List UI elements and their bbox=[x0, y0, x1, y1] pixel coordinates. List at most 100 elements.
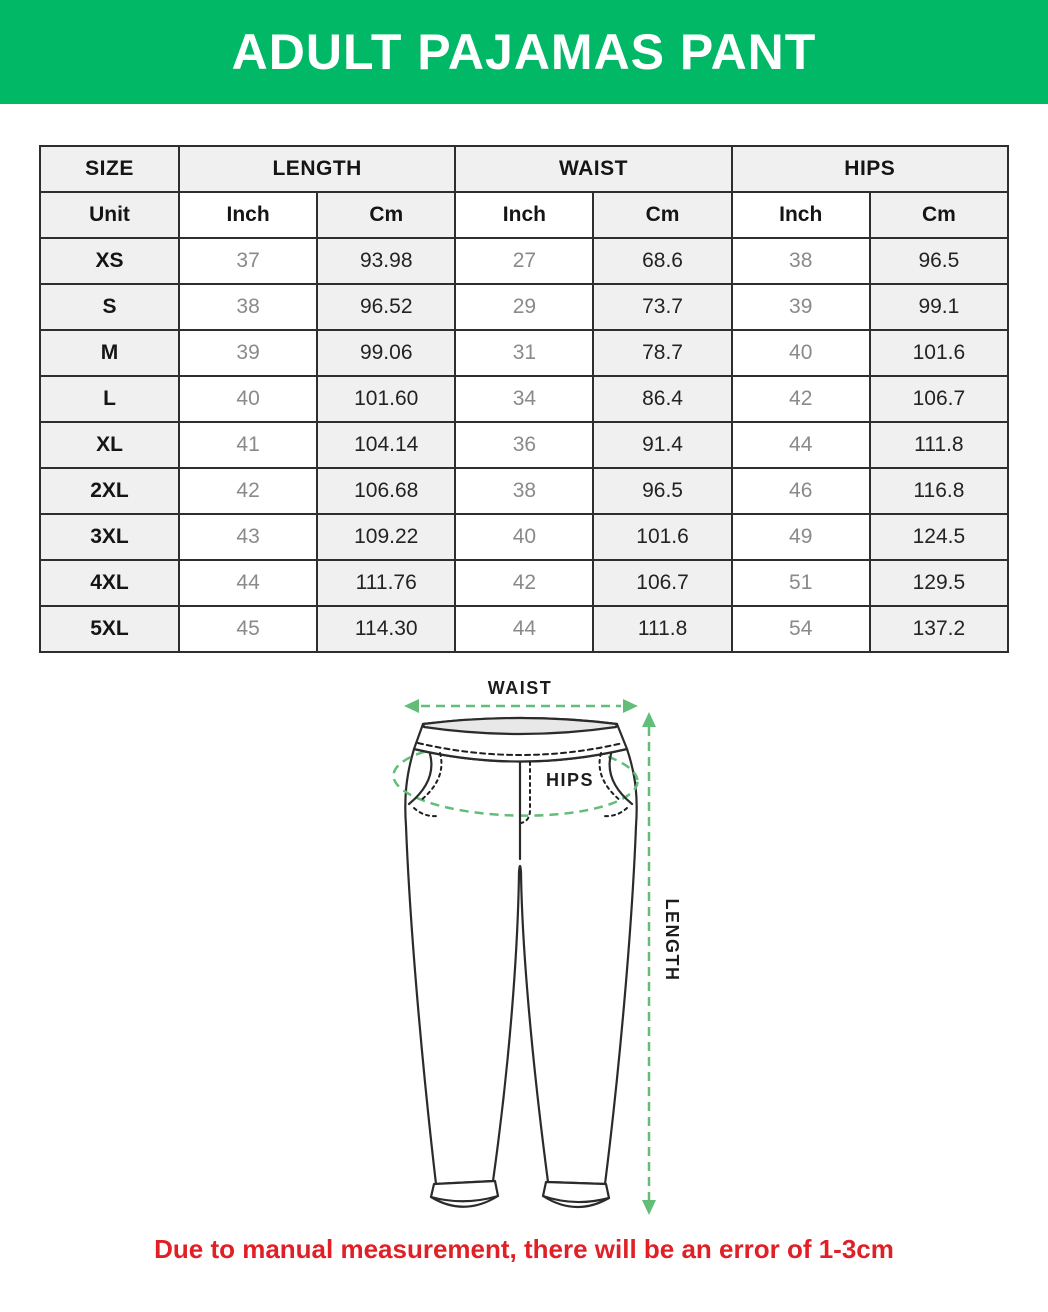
cm-value: 111.76 bbox=[316, 559, 457, 607]
page-title: ADULT PAJAMAS PANT bbox=[231, 24, 817, 80]
cm-value: 101.6 bbox=[868, 329, 1010, 377]
inch-value: 40 bbox=[730, 329, 871, 377]
size-row-5xl: 5XL 45 114.30 44 111.8 54 137.2 bbox=[39, 605, 1010, 653]
inch-value: 45 bbox=[177, 605, 319, 653]
size-label: 2XL bbox=[39, 467, 180, 515]
inch-value: 36 bbox=[454, 421, 595, 469]
cm-value: 68.6 bbox=[592, 237, 733, 285]
inch-value: 27 bbox=[454, 237, 595, 285]
cm-value: 109.22 bbox=[316, 513, 457, 561]
cm-value: 111.8 bbox=[868, 421, 1010, 469]
inch-value: 29 bbox=[454, 283, 595, 331]
cm-value: 106.7 bbox=[868, 375, 1010, 423]
hips-label: HIPS bbox=[546, 770, 594, 790]
unit-header-cm-4: Cm bbox=[592, 191, 733, 239]
inch-value: 40 bbox=[454, 513, 595, 561]
cm-value: 101.60 bbox=[316, 375, 457, 423]
cm-value: 124.5 bbox=[868, 513, 1010, 561]
inch-value: 46 bbox=[730, 467, 871, 515]
unit-header-inch-5: Inch bbox=[730, 191, 871, 239]
inch-value: 34 bbox=[454, 375, 595, 423]
unit-header-inch-1: Inch bbox=[177, 191, 319, 239]
size-label: L bbox=[39, 375, 180, 423]
size-label: S bbox=[39, 283, 180, 331]
cm-value: 106.7 bbox=[592, 559, 733, 607]
size-row-xl: XL 41 104.14 36 91.4 44 111.8 bbox=[39, 421, 1010, 469]
column-group-hips: HIPS bbox=[730, 145, 1010, 193]
size-row-m: M 39 99.06 31 78.7 40 101.6 bbox=[39, 329, 1010, 377]
size-table-body: XS 37 93.98 27 68.6 38 96.5 S 38 96.52 29 73.7 39 99.… bbox=[39, 237, 1010, 653]
inch-value: 54 bbox=[730, 605, 871, 653]
waist-label: WAIST bbox=[488, 678, 553, 698]
fly-stitch-line bbox=[520, 761, 531, 824]
cm-value: 114.30 bbox=[316, 605, 457, 653]
size-label: XL bbox=[39, 421, 180, 469]
inch-value: 42 bbox=[454, 559, 595, 607]
waistband-stitch-line bbox=[417, 742, 624, 756]
size-row-s: S 38 96.52 29 73.7 39 99.1 bbox=[39, 283, 1010, 331]
size-row-3xl: 3XL 43 109.22 40 101.6 49 124.5 bbox=[39, 513, 1010, 561]
inch-value: 44 bbox=[730, 421, 871, 469]
pants-measurement-diagram: WAIST HIPS LENGTH bbox=[360, 668, 700, 1228]
inch-value: 39 bbox=[177, 329, 319, 377]
unit-header-cm-6: Cm bbox=[868, 191, 1010, 239]
title-banner: ADULT PAJAMAS PANT bbox=[0, 0, 1048, 104]
inch-value: 41 bbox=[177, 421, 319, 469]
cm-value: 91.4 bbox=[592, 421, 733, 469]
inch-value: 39 bbox=[730, 283, 871, 331]
cm-value: 73.7 bbox=[592, 283, 733, 331]
cm-value: 99.06 bbox=[316, 329, 457, 377]
cm-value: 96.5 bbox=[592, 467, 733, 515]
unit-header-inch-3: Inch bbox=[454, 191, 595, 239]
inch-value: 49 bbox=[730, 513, 871, 561]
cm-value: 96.5 bbox=[868, 237, 1010, 285]
left-cuff bbox=[429, 1179, 500, 1208]
inch-value: 43 bbox=[177, 513, 319, 561]
left-pocket-opening bbox=[407, 752, 433, 806]
cm-value: 96.52 bbox=[316, 283, 457, 331]
size-row-xs: XS 37 93.98 27 68.6 38 96.5 bbox=[39, 237, 1010, 285]
size-label: M bbox=[39, 329, 180, 377]
inch-value: 42 bbox=[177, 467, 319, 515]
size-row-2xl: 2XL 42 106.68 38 96.5 46 116.8 bbox=[39, 467, 1010, 515]
length-arrow-icon bbox=[642, 712, 656, 1215]
cm-value: 93.98 bbox=[316, 237, 457, 285]
size-label: XS bbox=[39, 237, 180, 285]
inch-value: 31 bbox=[454, 329, 595, 377]
inch-value: 38 bbox=[177, 283, 319, 331]
column-group-length: LENGTH bbox=[177, 145, 457, 193]
unit-header-row: Unit Inch Cm Inch Cm Inch Cm bbox=[39, 191, 1010, 239]
pants-diagram-svg: WAIST HIPS LENGTH bbox=[392, 676, 685, 1215]
waist-arrow-icon bbox=[404, 699, 638, 713]
unit-row-label: Unit bbox=[39, 191, 180, 239]
cm-value: 104.14 bbox=[316, 421, 457, 469]
cm-value: 111.8 bbox=[592, 605, 733, 653]
pants-outline bbox=[404, 747, 638, 1186]
size-row-4xl: 4XL 44 111.76 42 106.7 51 129.5 bbox=[39, 559, 1010, 607]
inch-value: 44 bbox=[177, 559, 319, 607]
inch-value: 44 bbox=[454, 605, 595, 653]
hips-ellipse-icon bbox=[392, 740, 639, 817]
cm-value: 116.8 bbox=[868, 467, 1010, 515]
size-label: 5XL bbox=[39, 605, 180, 653]
size-row-l: L 40 101.60 34 86.4 42 106.7 bbox=[39, 375, 1010, 423]
cm-value: 137.2 bbox=[868, 605, 1010, 653]
group-header-row: SIZE LENGTH WAIST HIPS bbox=[39, 145, 1010, 193]
cm-value: 129.5 bbox=[868, 559, 1010, 607]
inch-value: 42 bbox=[730, 375, 871, 423]
size-label: 3XL bbox=[39, 513, 180, 561]
left-pocket-stitch bbox=[419, 752, 443, 802]
inch-value: 37 bbox=[177, 237, 319, 285]
column-group-size: SIZE bbox=[39, 145, 180, 193]
right-pocket-opening bbox=[608, 752, 634, 806]
right-pocket-stitch bbox=[598, 752, 622, 802]
size-chart-page: ADULT PAJAMAS PANT SIZE LENGTH WAIST HIPS U… bbox=[0, 0, 1048, 1264]
cm-value: 86.4 bbox=[592, 375, 733, 423]
inch-value: 40 bbox=[177, 375, 319, 423]
waistband-top-strip bbox=[421, 716, 619, 736]
cm-value: 101.6 bbox=[592, 513, 733, 561]
length-label: LENGTH bbox=[662, 899, 682, 982]
size-label: 4XL bbox=[39, 559, 180, 607]
column-group-waist: WAIST bbox=[454, 145, 733, 193]
right-pocket-bag bbox=[603, 807, 628, 818]
